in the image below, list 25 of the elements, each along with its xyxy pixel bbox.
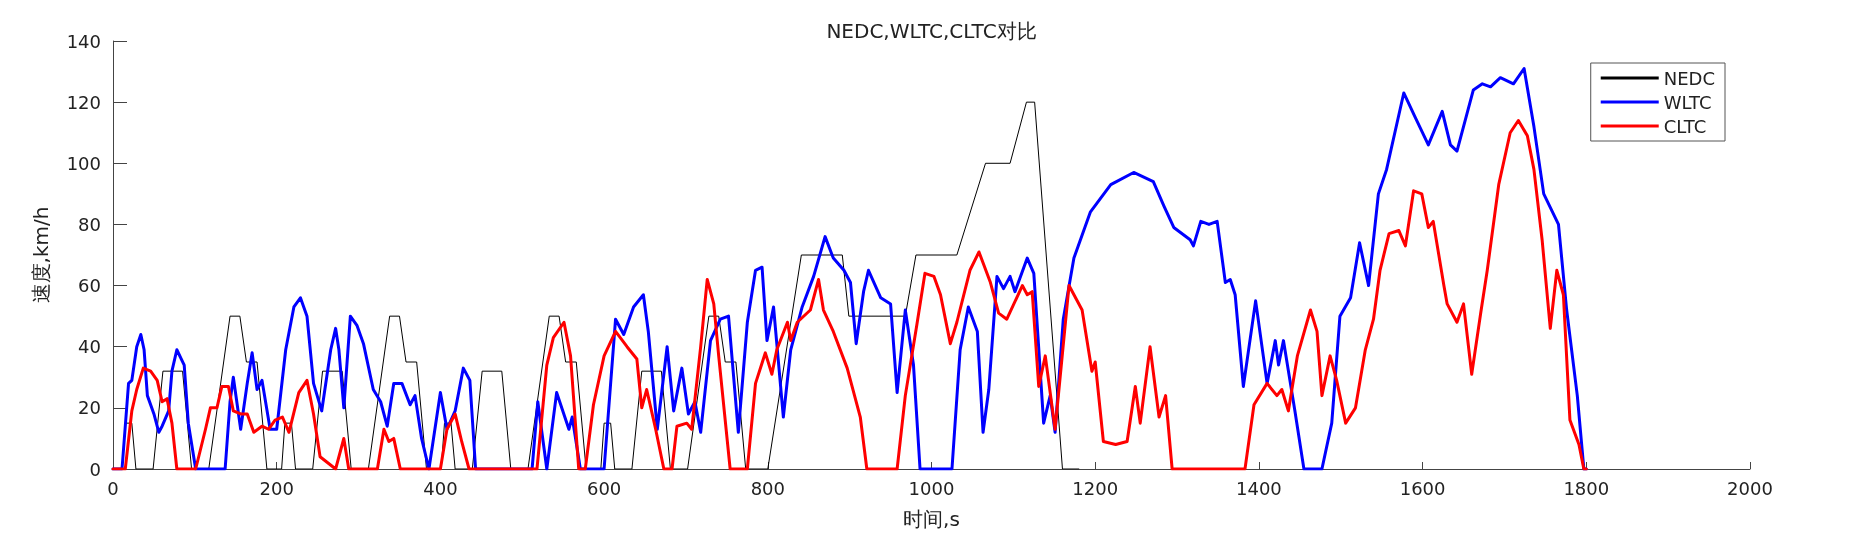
- legend-label: NEDC: [1663, 67, 1716, 89]
- x-tick-label: 800: [750, 477, 785, 499]
- y-tick-label: 100: [66, 152, 101, 174]
- y-axis-title: 速度,km/h: [29, 206, 53, 304]
- y-tick-label: 80: [78, 213, 101, 235]
- y-tick-label: 20: [78, 397, 101, 419]
- legend-label: CLTC: [1663, 115, 1707, 137]
- y-tick-label: 120: [66, 91, 101, 113]
- x-axis-title: 时间,s: [903, 507, 960, 531]
- legend-label: WLTC: [1663, 91, 1712, 113]
- x-tick-label: 1800: [1563, 477, 1610, 499]
- x-tick-label: 600: [586, 477, 622, 499]
- x-tick-label: 400: [423, 477, 458, 499]
- x-tick-label: 1200: [1072, 477, 1119, 499]
- x-tick-label: 1600: [1399, 477, 1446, 499]
- x-tick-label: 2000: [1727, 477, 1773, 499]
- chart-title: NEDC,WLTC,CLTC对比: [826, 19, 1037, 43]
- y-tick-label: 40: [78, 336, 101, 358]
- x-tick-label: 1000: [908, 477, 955, 499]
- y-tick-label: 140: [66, 30, 101, 52]
- x-tick-label: 200: [259, 477, 294, 499]
- x-tick-label: 0: [107, 477, 119, 499]
- y-tick-label: 0: [89, 458, 101, 480]
- x-tick-label: 1400: [1235, 477, 1282, 499]
- y-tick-label: 60: [78, 275, 101, 297]
